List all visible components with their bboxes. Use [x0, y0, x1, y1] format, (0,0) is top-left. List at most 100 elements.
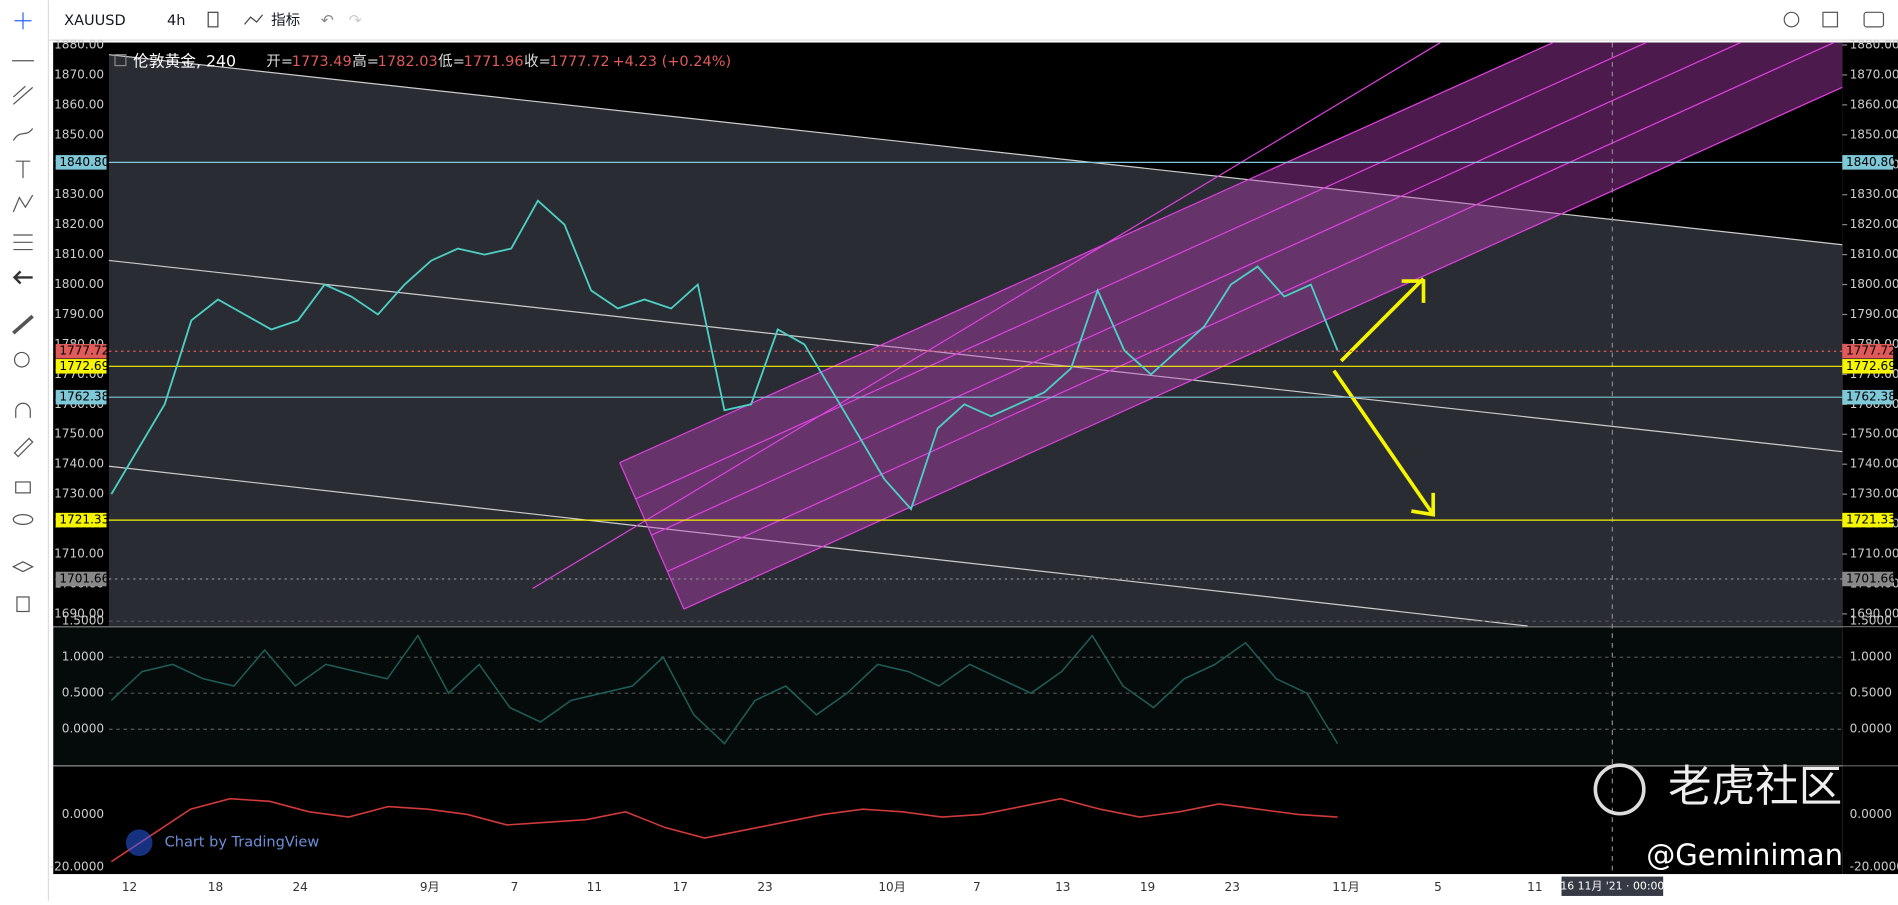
y-tick-label: 0.0000 — [1850, 722, 1892, 736]
brush-tool[interactable] — [12, 128, 34, 141]
trash-tool[interactable] — [16, 596, 30, 613]
x-tick-label: 11月 — [1332, 880, 1359, 894]
interval[interactable]: 4h — [167, 13, 185, 29]
y-tick-label: 1690.00 — [1850, 606, 1898, 620]
ruler-tool[interactable] — [12, 314, 34, 335]
indicators[interactable]: 指标 — [271, 12, 300, 29]
y-tick-label: 1860.00 — [1850, 97, 1898, 111]
level-badge — [1842, 389, 1894, 405]
watermark: Chart by TradingView 老虎社区 @Geminiman — [125, 762, 1843, 872]
y-tick-label: 1.5000 — [1850, 614, 1892, 628]
y-tick-label: -20.0000 — [50, 859, 104, 873]
x-tick-label: 5 — [1434, 880, 1442, 894]
measure-tool[interactable] — [13, 234, 33, 251]
legend-change: +4.23 (+0.24%) — [612, 54, 731, 70]
screenshot[interactable] — [1863, 11, 1885, 28]
legend-label: 收= — [524, 53, 551, 70]
y-tick-label: 0.5000 — [1850, 686, 1892, 700]
site-watermark: 老虎社区 — [1668, 762, 1842, 812]
x-tick-label: 11 — [1527, 880, 1542, 894]
legend-value: 1777.72 — [550, 54, 610, 70]
y-tick-label: 0.0000 — [62, 807, 104, 821]
layers-tool[interactable] — [11, 561, 35, 573]
level-label: 1701.66 — [1846, 571, 1896, 585]
y-tick-label: 1790.00 — [54, 307, 104, 321]
y-tick-label: 1710.00 — [54, 547, 104, 561]
y-tick-label: 1880.00 — [1850, 37, 1898, 51]
y-tick-label: 1810.00 — [1850, 247, 1898, 261]
level-badge — [55, 389, 107, 405]
x-tick-label: 23 — [757, 880, 772, 894]
y-tick-label: 1740.00 — [1850, 457, 1898, 471]
fib-tool[interactable] — [12, 85, 34, 105]
legend-label: 低= — [438, 53, 465, 70]
y-tick-label: 1690.00 — [54, 606, 104, 620]
y-tick-label: 1830.00 — [54, 187, 104, 201]
level-label: 1777.72 — [59, 344, 109, 358]
x-tick-label: 19 — [1140, 880, 1155, 894]
x-tick-label: 13 — [1055, 880, 1070, 894]
level-badge — [55, 571, 107, 587]
level-badge — [1842, 512, 1894, 528]
level-badge — [1842, 571, 1894, 587]
level-label: 1840.80 — [59, 155, 109, 169]
level-badge — [55, 359, 107, 374]
y-tick-label: 1750.00 — [54, 427, 104, 441]
lock-draw-tool[interactable] — [13, 437, 34, 458]
indicator-icon[interactable] — [244, 14, 264, 25]
symbol[interactable]: XAUUSD — [64, 13, 126, 29]
magnet-tool[interactable] — [15, 402, 31, 418]
y-tick-label: 1.0000 — [62, 650, 104, 664]
trend-line — [108, 54, 1843, 246]
lock-tool[interactable] — [15, 481, 31, 494]
eye-tool[interactable] — [12, 514, 34, 525]
y-tick-label: 1710.00 — [1850, 547, 1898, 561]
legend-name: 伦敦黄金, 240 — [133, 51, 236, 70]
y-tick-label: 1870.00 — [1850, 67, 1898, 81]
price-line — [110, 199, 1339, 511]
x-tick-label: 9月 — [420, 880, 440, 894]
y-tick-label: 1750.00 — [1850, 427, 1898, 441]
back-tool[interactable] — [12, 270, 33, 285]
level-label: 1772.69 — [1846, 359, 1896, 373]
redo[interactable]: ↷ — [349, 10, 362, 29]
y-tick-label: 1730.00 — [54, 487, 104, 501]
crosshair-tool[interactable] — [14, 12, 32, 30]
undo[interactable]: ↶ — [321, 10, 334, 29]
y-tick-label: 1800.00 — [54, 277, 104, 291]
fullscreen[interactable] — [1822, 11, 1839, 28]
level-label: 1777.72 — [1846, 344, 1896, 358]
oscillator-line — [110, 634, 1339, 745]
y-tick-label: 1730.00 — [1850, 487, 1898, 501]
trend-line — [108, 465, 1528, 627]
settings[interactable] — [1783, 11, 1800, 28]
x-tick-label: 10月 — [878, 880, 905, 894]
oscillator-pane — [53, 627, 1843, 766]
y-tick-label: 1790.00 — [1850, 307, 1898, 321]
y-tick-label: -20.0000 — [1850, 859, 1898, 873]
pattern-tool[interactable] — [12, 194, 34, 213]
upper-region — [108, 42, 1843, 245]
level-badge — [55, 512, 107, 528]
level-badge — [55, 155, 107, 170]
x-tick-label: 23 — [1225, 880, 1240, 894]
legend-value: 1771.96 — [464, 54, 524, 70]
x-tick-label: 18 — [208, 880, 223, 894]
candle-icon[interactable] — [207, 11, 219, 28]
text-tool[interactable] — [15, 160, 31, 179]
level-label: 1701.66 — [59, 571, 109, 585]
y-tick-label: 0.0000 — [1850, 807, 1892, 821]
level-badge — [1842, 343, 1894, 359]
zoom-tool[interactable] — [13, 351, 30, 368]
level-label: 1721.33 — [59, 513, 109, 527]
y-tick-label: 1850.00 — [54, 127, 104, 141]
level-label: 1721.33 — [1846, 513, 1896, 527]
y-tick-label: 1830.00 — [1850, 187, 1898, 201]
x-tick-label: 17 — [673, 880, 688, 894]
legend-label: 高= — [352, 53, 379, 70]
level-label: 1762.38 — [59, 390, 109, 404]
macd-line — [110, 797, 1338, 863]
y-tick-label: 1870.00 — [54, 67, 104, 81]
level-badge — [1842, 155, 1894, 170]
